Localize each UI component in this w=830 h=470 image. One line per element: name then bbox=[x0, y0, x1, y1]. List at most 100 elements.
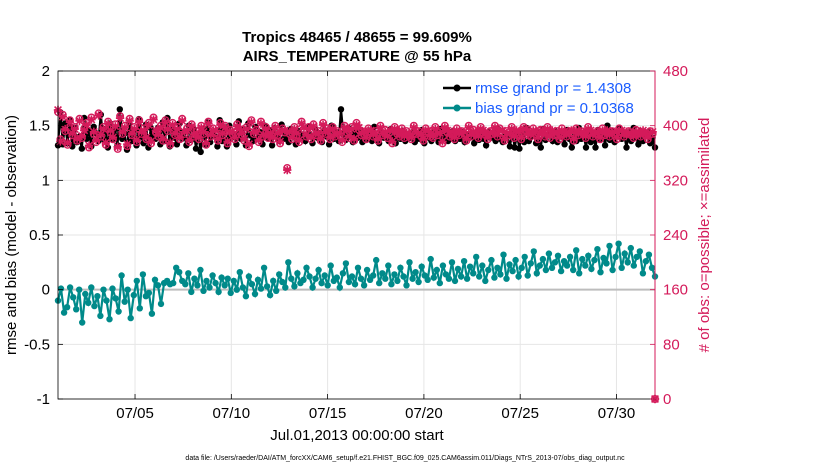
y-axis-label-right: # of obs: o=possible; ×=assimilated bbox=[696, 118, 713, 353]
y-tick-label: -0.5 bbox=[24, 336, 50, 353]
rmse-point bbox=[506, 143, 514, 150]
obs-assimilated-point bbox=[240, 134, 249, 143]
bias-point bbox=[394, 277, 401, 285]
rmse-point bbox=[471, 140, 478, 147]
rmse-point bbox=[197, 148, 204, 156]
obs-assimilated-point bbox=[297, 119, 306, 128]
obs-assimilated-point bbox=[464, 123, 473, 132]
bias-point bbox=[100, 286, 107, 293]
obs-assimilated-point bbox=[361, 133, 371, 142]
bias-point bbox=[491, 274, 498, 281]
bias-point bbox=[524, 272, 531, 279]
bias-point bbox=[79, 319, 86, 326]
obs-assimilated-point bbox=[290, 124, 299, 134]
obs-assimilated-point bbox=[166, 138, 175, 147]
obs-assimilated-point bbox=[92, 135, 101, 145]
bias-point bbox=[382, 275, 389, 282]
bias-point bbox=[424, 276, 431, 283]
rmse-point bbox=[285, 138, 292, 146]
obs-assimilated-point bbox=[567, 126, 576, 135]
bias-point bbox=[379, 270, 386, 277]
bias-point bbox=[218, 274, 225, 281]
obs-assimilated-point bbox=[197, 123, 206, 132]
obs-assimilated-point bbox=[593, 128, 602, 138]
bias-point bbox=[94, 293, 101, 300]
obs-assimilated-point bbox=[175, 133, 184, 142]
bias-point bbox=[388, 281, 395, 288]
bias-point bbox=[348, 273, 356, 280]
bias-point bbox=[579, 255, 586, 263]
obs-assimilated-point bbox=[397, 126, 407, 135]
obs-assimilated-point bbox=[254, 135, 263, 145]
y-tick-label-right: 160 bbox=[663, 282, 688, 299]
obs-assimilated-point bbox=[543, 124, 552, 134]
obs-assimilated-point bbox=[204, 119, 213, 128]
bias-point bbox=[203, 277, 210, 285]
obs-assimilated-point bbox=[354, 123, 364, 132]
legend-rmse-marker bbox=[453, 84, 461, 92]
y-axis-label: rmse and bias (model - observation) bbox=[3, 115, 20, 355]
obs-assimilated-point bbox=[292, 128, 301, 138]
y-tick-label: 1.5 bbox=[29, 118, 50, 135]
bias-point bbox=[448, 259, 456, 266]
obs-assimilated-point bbox=[314, 128, 323, 138]
bias-point bbox=[633, 253, 640, 261]
obs-assimilated-point bbox=[285, 127, 294, 137]
bias-point bbox=[315, 266, 322, 274]
obs-assimilated-point bbox=[304, 124, 313, 134]
obs-assimilated-point bbox=[237, 128, 247, 138]
y-tick-label-right: 400 bbox=[663, 118, 688, 135]
obs-assimilated-point bbox=[359, 127, 368, 137]
bias-point bbox=[112, 295, 119, 302]
chart-title: Tropics 48465 / 48655 = 99.609% bbox=[242, 29, 472, 46]
obs-assimilated-point bbox=[156, 123, 165, 132]
obs-assimilated-point bbox=[123, 139, 132, 149]
bias-point bbox=[506, 261, 513, 268]
obs-assimilated-point bbox=[497, 126, 507, 135]
legend-bias-label: bias grand pr = 0.10368 bbox=[475, 100, 634, 117]
bias-point bbox=[597, 269, 604, 276]
bias-point bbox=[573, 247, 580, 254]
bias-point bbox=[109, 285, 116, 292]
bias-point bbox=[436, 279, 443, 287]
obs-assimilated-point bbox=[84, 141, 94, 150]
obs-assimilated-point bbox=[404, 128, 414, 138]
rmse-point bbox=[623, 144, 630, 151]
rmse-point bbox=[561, 141, 568, 148]
obs-assimilated-point bbox=[63, 138, 72, 147]
bias-point bbox=[194, 282, 201, 289]
obs-assimilated-point bbox=[280, 126, 290, 135]
bias-point bbox=[409, 275, 416, 282]
bias-point bbox=[170, 279, 177, 287]
obs-assimilated-point bbox=[366, 126, 376, 135]
obs-assimilated-point bbox=[103, 119, 113, 128]
obs-assimilated-point bbox=[641, 128, 650, 138]
bias-point bbox=[339, 270, 347, 277]
rmse-point bbox=[411, 138, 418, 146]
obs-assimilated-point bbox=[118, 127, 127, 137]
bias-point bbox=[497, 271, 504, 278]
bias-point bbox=[230, 277, 237, 285]
obs-assimilated-point bbox=[450, 133, 459, 142]
bias-point bbox=[466, 263, 474, 270]
chart-subtitle: AIRS_TEMPERATURE @ 55 hPa bbox=[243, 48, 472, 65]
bias-point bbox=[151, 276, 159, 283]
obs-assimilated-point bbox=[158, 134, 168, 143]
obs-assimilated-point bbox=[488, 127, 497, 137]
obs-assimilated-point bbox=[507, 124, 516, 134]
bias-point bbox=[254, 276, 262, 283]
obs-assimilated-point bbox=[490, 123, 500, 132]
bias-point bbox=[385, 262, 392, 269]
obs-assimilated-point bbox=[247, 118, 256, 127]
bias-point bbox=[273, 287, 280, 294]
obs-assimilated-point bbox=[299, 123, 309, 132]
bias-point bbox=[503, 275, 510, 282]
bias-point bbox=[266, 291, 274, 299]
bias-point bbox=[439, 262, 447, 269]
bias-point bbox=[130, 291, 137, 299]
bias-point bbox=[336, 284, 343, 291]
obs-assimilated-point bbox=[68, 128, 77, 138]
bias-point bbox=[239, 284, 247, 291]
obs-assimilated-point bbox=[115, 113, 125, 123]
bias-point bbox=[191, 275, 198, 282]
